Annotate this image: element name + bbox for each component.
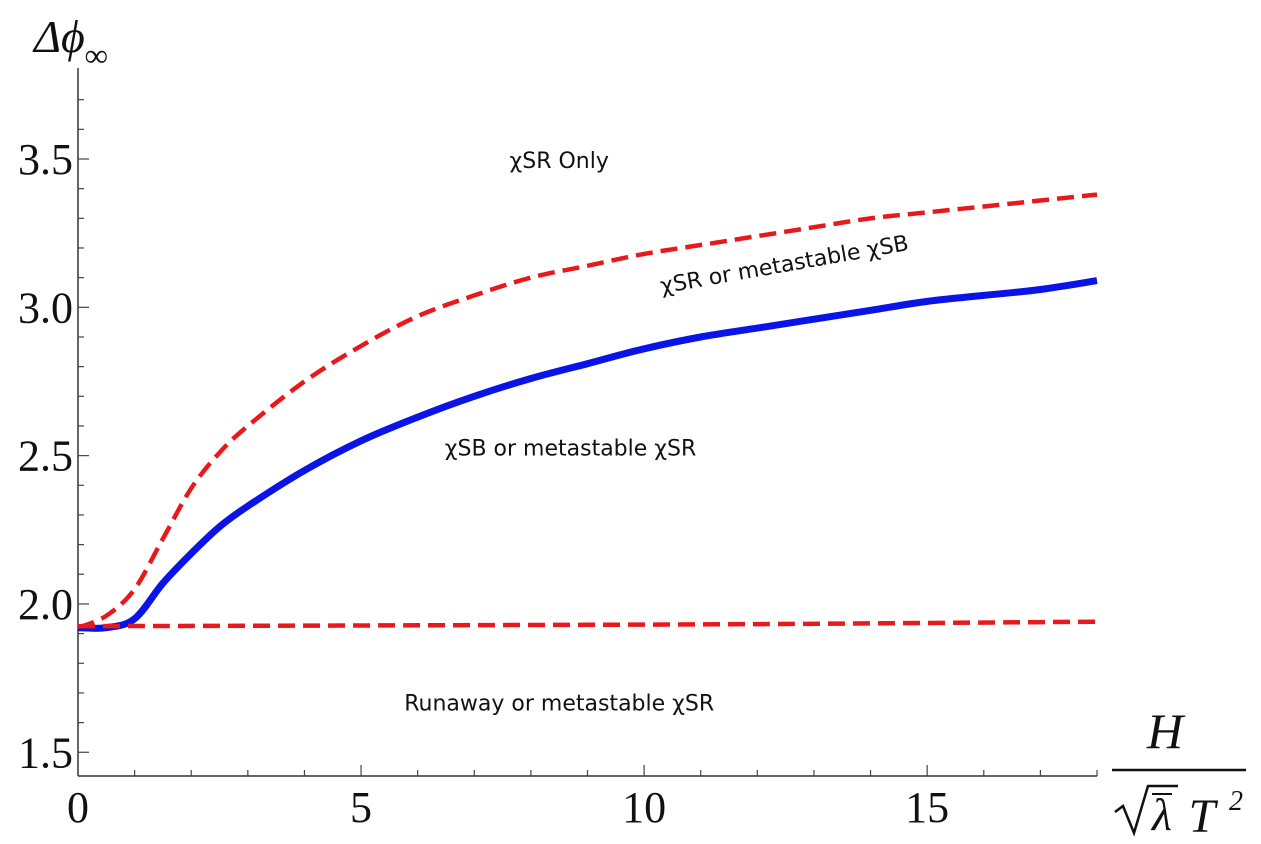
y-tick-label: 3.5: [18, 135, 73, 184]
x-axis-title-numerator: H: [1146, 703, 1186, 759]
y-tick-label: 2.5: [18, 432, 73, 481]
y-axis-title: Δϕ∞: [32, 11, 108, 73]
region-label-runaway: Runaway or metastable χSR: [404, 692, 714, 717]
region-label-xsr-or-metastable-xsb: χSR or metastable χSB: [659, 231, 911, 299]
x-axis-title-T: T: [1189, 790, 1219, 843]
x-tick-label: 0: [67, 783, 89, 832]
y-tick-label: 3.0: [18, 283, 73, 332]
upper-dashed-red-curve: [77, 192, 1098, 630]
x-axis-title-lambda: λ: [1150, 789, 1172, 840]
y-tick-label: 2.0: [18, 580, 73, 629]
x-axis-title: H λ T 2: [1112, 703, 1246, 843]
y-tick-label: 1.5: [18, 728, 73, 777]
y-axis-title-phi: ϕ: [61, 11, 85, 62]
y-axis-title-delta: Δ: [32, 11, 61, 62]
region-label-xsr-only: χSR Only: [510, 149, 609, 174]
sqrt-sign: [1114, 784, 1178, 837]
solid-blue-curve: [77, 277, 1098, 632]
x-axis-title-denominator: λ T 2: [1114, 784, 1243, 843]
svg-text:Δϕ∞: Δϕ∞: [32, 11, 108, 73]
x-tick-label: 5: [350, 783, 372, 832]
region-label-xsb-or-metastable-xsr: χSB or metastable χSR: [445, 437, 696, 462]
lower-dashed-red-curve: [77, 619, 1098, 629]
x-tick-label: 15: [905, 783, 949, 832]
x-tick-label: 10: [622, 783, 666, 832]
x-axis-title-exponent: 2: [1229, 786, 1243, 817]
y-axis-title-subscript: ∞: [85, 37, 108, 73]
